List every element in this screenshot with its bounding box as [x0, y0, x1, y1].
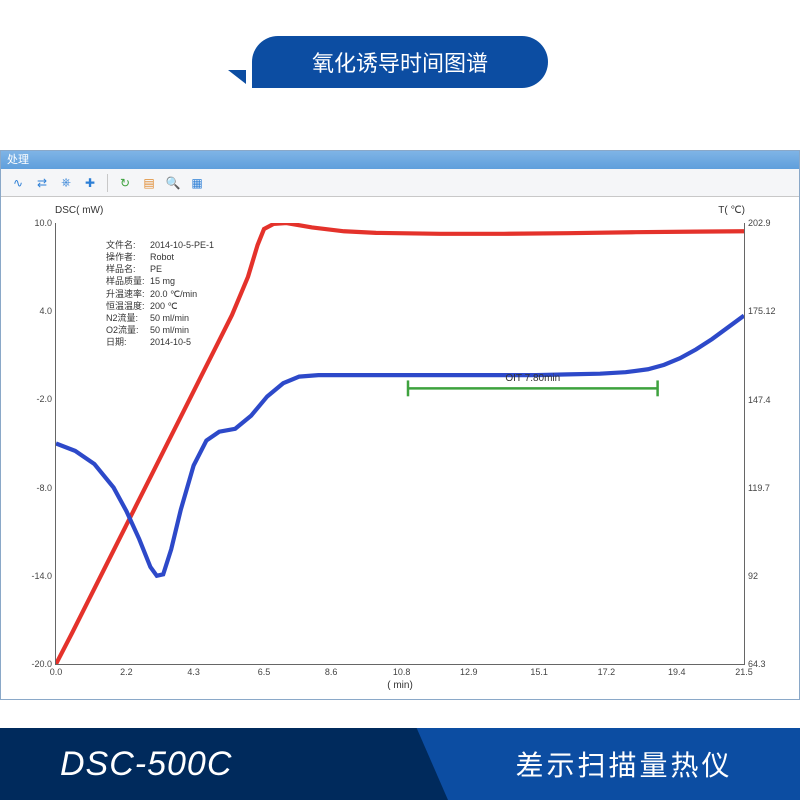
- note-icon[interactable]: ▤: [140, 174, 158, 192]
- meta-val: 15 mg: [150, 276, 175, 286]
- meta-row: 样品质量:15 mg: [106, 275, 214, 287]
- xtick: 2.2: [120, 664, 133, 677]
- link-tool-icon[interactable]: ⇄: [33, 174, 51, 192]
- curve-tool-icon[interactable]: ∿: [9, 174, 27, 192]
- right-axis-label: T( ℃): [718, 205, 745, 216]
- meta-val: PE: [150, 264, 162, 274]
- meta-row: 日期:2014-10-5: [106, 336, 214, 348]
- meta-row: 文件名:2014-10-5-PE-1: [106, 239, 214, 251]
- xtick: 17.2: [598, 664, 616, 677]
- meta-key: 恒温温度:: [106, 300, 150, 312]
- x-axis-label: ( min): [387, 680, 413, 691]
- left-axis-label: DSC( mW): [55, 205, 103, 216]
- ytick-left: 4.0: [39, 306, 56, 316]
- meta-row: 操作者:Robot: [106, 251, 214, 263]
- meta-row: 样品名:PE: [106, 263, 214, 275]
- pill-tail: [228, 70, 246, 84]
- ytick-right: 92: [744, 571, 758, 581]
- app-window: 处理 ∿ ⇄ ⎈ ✚ ↻ ▤ 🔍 ▦ DSC( mW) T( ℃) ( min)…: [0, 150, 800, 700]
- meta-val: 20.0 ℃/min: [150, 289, 197, 299]
- ytick-left: 10.0: [34, 218, 56, 228]
- meta-val: 50 ml/min: [150, 313, 189, 323]
- xtick: 6.5: [258, 664, 271, 677]
- meta-key: O2流量:: [106, 324, 150, 336]
- xtick: 8.6: [325, 664, 338, 677]
- xtick: 19.4: [668, 664, 686, 677]
- ytick-left: -8.0: [36, 483, 56, 493]
- grid-icon[interactable]: ▦: [188, 174, 206, 192]
- ytick-right: 147.4: [744, 395, 771, 405]
- meta-val: Robot: [150, 252, 174, 262]
- meta-row: N2流量:50 ml/min: [106, 312, 214, 324]
- plot-area: 文件名:2014-10-5-PE-1操作者:Robot样品名:PE样品质量:15…: [55, 223, 745, 665]
- meta-row: O2流量:50 ml/min: [106, 324, 214, 336]
- meta-key: 日期:: [106, 336, 150, 348]
- ytick-right: 175.12: [744, 306, 776, 316]
- meta-key: 升温速率:: [106, 288, 150, 300]
- meta-val: 2014-10-5: [150, 337, 191, 347]
- meta-key: 样品质量:: [106, 275, 150, 287]
- series-dsc: [56, 316, 744, 576]
- xtick: 0.0: [50, 664, 63, 677]
- ytick-left: -2.0: [36, 394, 56, 404]
- bottom-banner: DSC-500C 差示扫描量热仪: [0, 728, 800, 800]
- device-name-label: 差示扫描量热仪: [448, 744, 800, 784]
- search-icon[interactable]: 🔍: [164, 174, 182, 192]
- meta-key: 文件名:: [106, 239, 150, 251]
- xtick: 12.9: [460, 664, 478, 677]
- model-label: DSC-500C: [0, 728, 448, 800]
- meta-key: 样品名:: [106, 263, 150, 275]
- window-title: 处理: [7, 154, 29, 166]
- xtick: 21.5: [735, 664, 753, 677]
- meta-row: 升温速率:20.0 ℃/min: [106, 288, 214, 300]
- meta-val: 2014-10-5-PE-1: [150, 240, 214, 250]
- chart: DSC( mW) T( ℃) ( min) 文件名:2014-10-5-PE-1…: [7, 201, 793, 693]
- plus-tool-icon[interactable]: ✚: [81, 174, 99, 192]
- ytick-right: 119.7: [744, 483, 770, 493]
- ytick-left: -14.0: [31, 571, 56, 581]
- xtick: 10.8: [393, 664, 411, 677]
- meta-key: N2流量:: [106, 312, 150, 324]
- meta-val: 50 ml/min: [150, 325, 189, 335]
- xtick: 4.3: [187, 664, 200, 677]
- ytick-right: 202.9: [744, 218, 771, 228]
- meta-key: 操作者:: [106, 251, 150, 263]
- undo-icon[interactable]: ↻: [116, 174, 134, 192]
- toolbar: ∿ ⇄ ⎈ ✚ ↻ ▤ 🔍 ▦: [1, 169, 799, 197]
- meta-box: 文件名:2014-10-5-PE-1操作者:Robot样品名:PE样品质量:15…: [106, 239, 214, 348]
- toolbar-separator: [107, 174, 108, 192]
- oit-label: OIT 7.80min: [505, 373, 560, 384]
- header-pill-label: 氧化诱导时间图谱: [312, 51, 488, 76]
- window-titlebar: 处理: [1, 151, 799, 169]
- anchor-tool-icon[interactable]: ⎈: [57, 174, 75, 192]
- xtick: 15.1: [530, 664, 548, 677]
- header-pill: 氧化诱导时间图谱: [252, 36, 548, 88]
- meta-row: 恒温温度:200 ℃: [106, 300, 214, 312]
- meta-val: 200 ℃: [150, 301, 178, 311]
